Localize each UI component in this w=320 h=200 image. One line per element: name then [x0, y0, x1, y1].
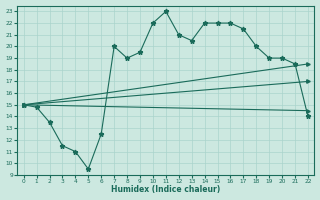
X-axis label: Humidex (Indice chaleur): Humidex (Indice chaleur) [111, 185, 220, 194]
